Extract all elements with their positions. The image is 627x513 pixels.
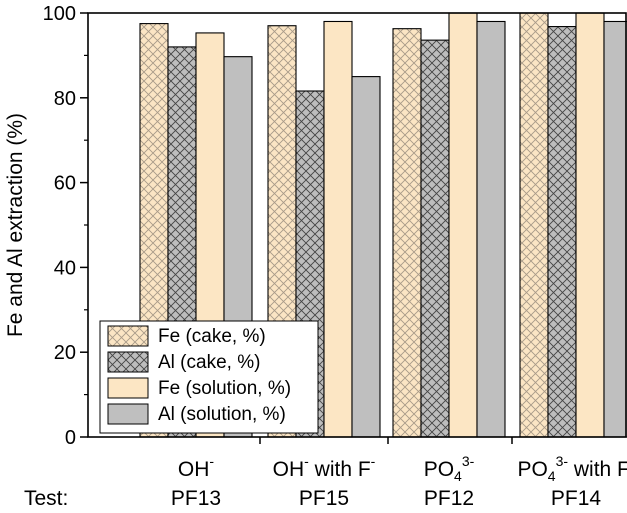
y-tick-label: 0 [65, 427, 76, 449]
bar-al-solution-3 [603, 20, 627, 438]
bar-fe-solution-3 [575, 12, 605, 438]
bar-fe-solution-1 [323, 20, 353, 438]
x-test-label: PF12 [424, 487, 474, 510]
x-axis-prefix: Test: [24, 487, 68, 510]
legend: Fe (cake, %) Al (cake, %) Fe (solution, %)… [99, 320, 319, 434]
x-axis: OH-​ PF13 OH-​ with F- PF15 PO43-​ PF12 PO43-​… [171, 453, 627, 510]
y-axis: 0 20 40 60 80 100 [43, 3, 88, 449]
legend-label: Fe (cake, %) [158, 326, 266, 347]
bar-fe-cake-3 [519, 12, 549, 438]
x-category-label: OH-​ with F- [273, 453, 376, 481]
bar-al-solution-2 [476, 20, 506, 438]
y-tick-label: 100 [43, 3, 76, 25]
legend-swatch [107, 403, 149, 425]
x-category-label: OH-​ [178, 453, 215, 481]
x-test-label: PF13 [171, 487, 221, 510]
x-test-label: PF14 [551, 487, 602, 510]
y-tick-label: 40 [54, 257, 76, 279]
legend-swatch [107, 325, 149, 347]
y-tick-label: 20 [54, 342, 76, 364]
bar-fe-solution-2 [448, 12, 478, 438]
legend-swatch [107, 351, 149, 373]
x-category-label: PO43-​ with F- [517, 453, 627, 484]
y-tick-label: 60 [54, 173, 76, 195]
y-tick-label: 80 [54, 88, 76, 110]
legend-label: Al (cake, %) [158, 352, 260, 373]
bar-fe-cake-2 [392, 28, 422, 438]
legend-label: Fe (solution, %) [158, 378, 291, 399]
legend-label: Al (solution, %) [158, 404, 286, 425]
legend-swatch [107, 377, 149, 399]
bar-al-cake-2 [420, 39, 450, 438]
y-axis-label: Fe and Al extraction (%) [4, 113, 27, 337]
bar-al-cake-3 [547, 26, 577, 438]
plot-frame [87, 12, 627, 438]
x-test-label: PF15 [299, 487, 349, 510]
x-category-label: PO43-​ [424, 453, 475, 484]
bar-al-solution-1 [351, 76, 381, 438]
